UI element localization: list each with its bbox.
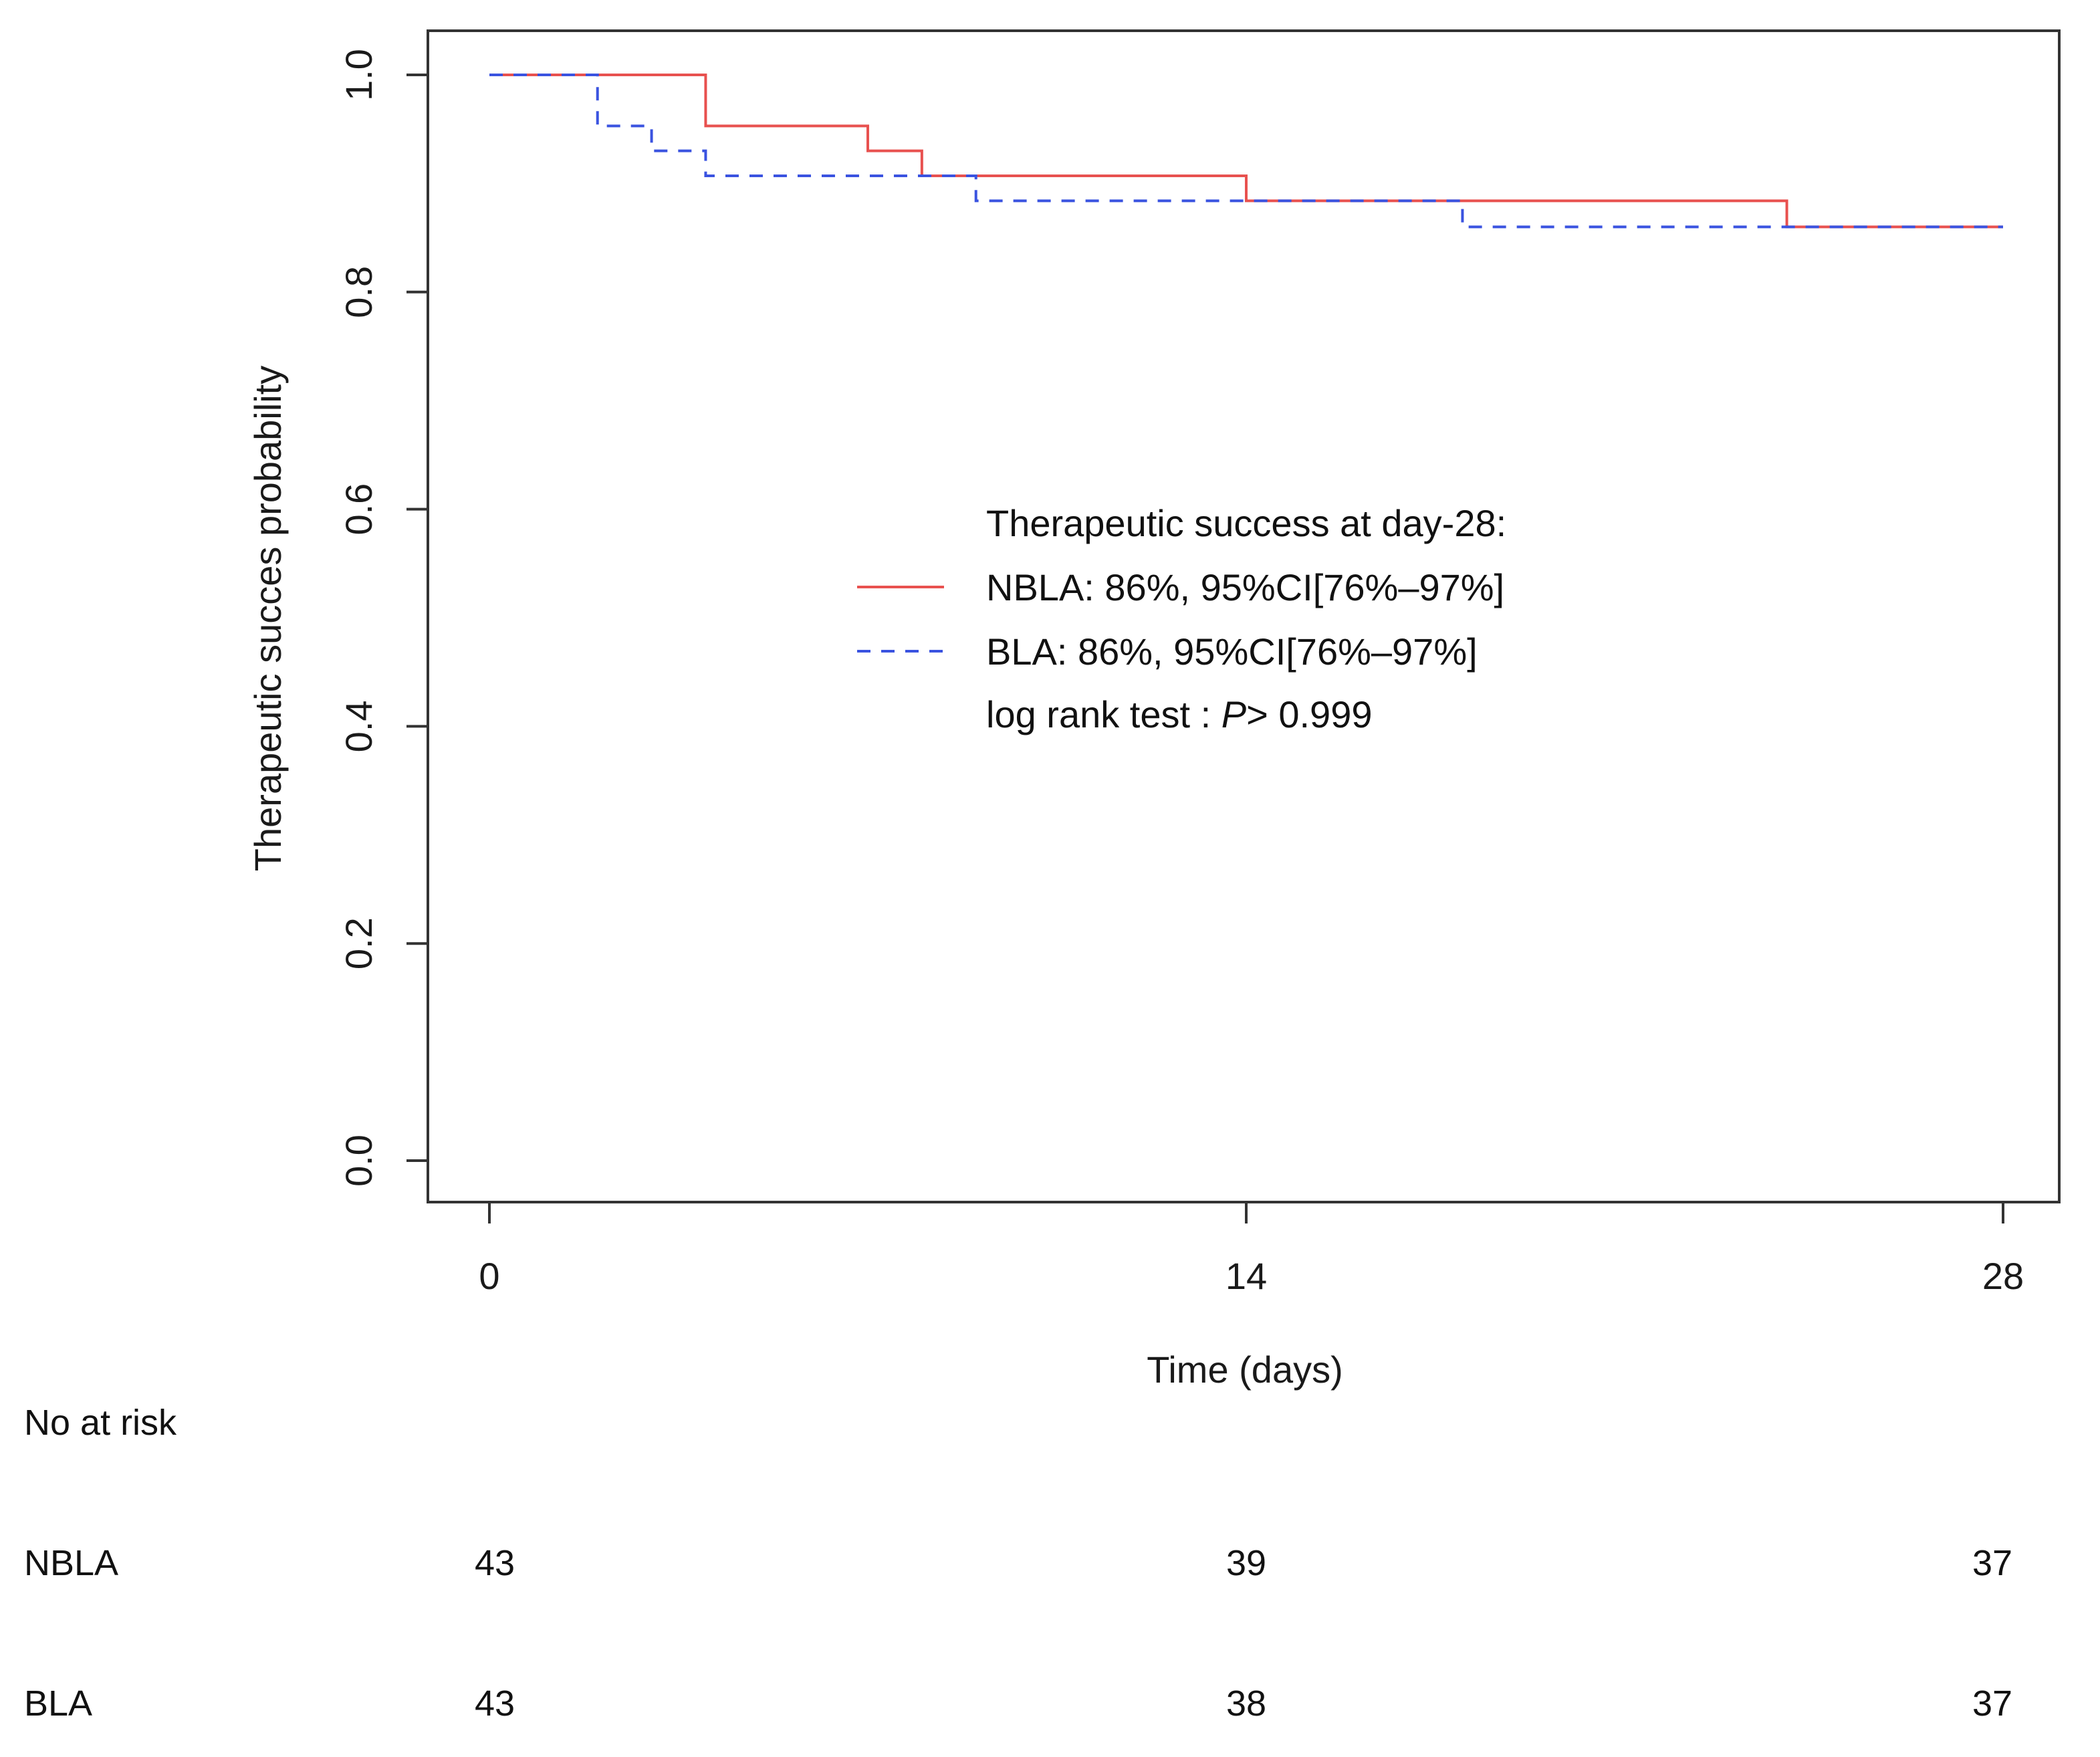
x-tick-label: 28 — [1982, 1255, 2024, 1297]
x-tick-label: 14 — [1226, 1255, 1267, 1297]
legend-logrank: log rank test : P> 0.999 — [986, 693, 1373, 735]
y-tick-label: 0.0 — [338, 1135, 380, 1187]
logrank-prefix: log rank test : — [986, 693, 1221, 735]
y-tick-label: 0.2 — [338, 917, 380, 969]
y-tick-label: 1.0 — [338, 49, 380, 101]
y-tick-label: 0.6 — [338, 483, 380, 536]
plot-frame — [427, 29, 2061, 1203]
x-axis-title: Time (days) — [1147, 1349, 1343, 1391]
y-tick-label: 0.4 — [338, 700, 380, 752]
series-line-bla — [489, 74, 2003, 229]
logrank-p-symbol: P — [1221, 693, 1246, 735]
risk-cell: 37 — [1972, 1683, 2012, 1724]
risk-cell: 38 — [1226, 1683, 1266, 1724]
y-tick-label: 0.8 — [338, 266, 380, 318]
series-layer — [489, 74, 2003, 229]
legend-label-nbla: NBLA: 86%, 95%CI[76%–97%] — [986, 566, 1504, 608]
legend-title: Therapeutic success at day-28: — [986, 502, 1506, 544]
x-axis: 0 14 28 — [479, 1201, 2024, 1297]
risk-table-title: No at risk — [24, 1403, 177, 1443]
y-axis: 0.0 0.2 0.4 0.6 0.8 1.0 — [338, 49, 429, 1187]
legend-label-bla: BLA: 86%, 95%CI[76%–97%] — [986, 630, 1478, 673]
risk-row-label-bla: BLA — [24, 1683, 92, 1724]
risk-row-label-nbla: NBLA — [24, 1543, 118, 1583]
x-tick-label: 0 — [479, 1255, 499, 1297]
legend: Therapeutic success at day-28: NBLA: 86%… — [857, 502, 1506, 735]
risk-cell: 39 — [1226, 1543, 1266, 1583]
y-axis-title: Therapeutic succes probability — [247, 366, 289, 871]
series-line-nbla — [489, 74, 2003, 229]
risk-cell: 43 — [475, 1543, 515, 1583]
risk-cell: 43 — [475, 1683, 515, 1724]
risk-cell: 37 — [1972, 1543, 2012, 1583]
risk-table: No at risk NBLA 43 39 37 BLA 43 38 37 — [24, 1403, 2012, 1724]
logrank-value: > 0.999 — [1246, 693, 1372, 735]
